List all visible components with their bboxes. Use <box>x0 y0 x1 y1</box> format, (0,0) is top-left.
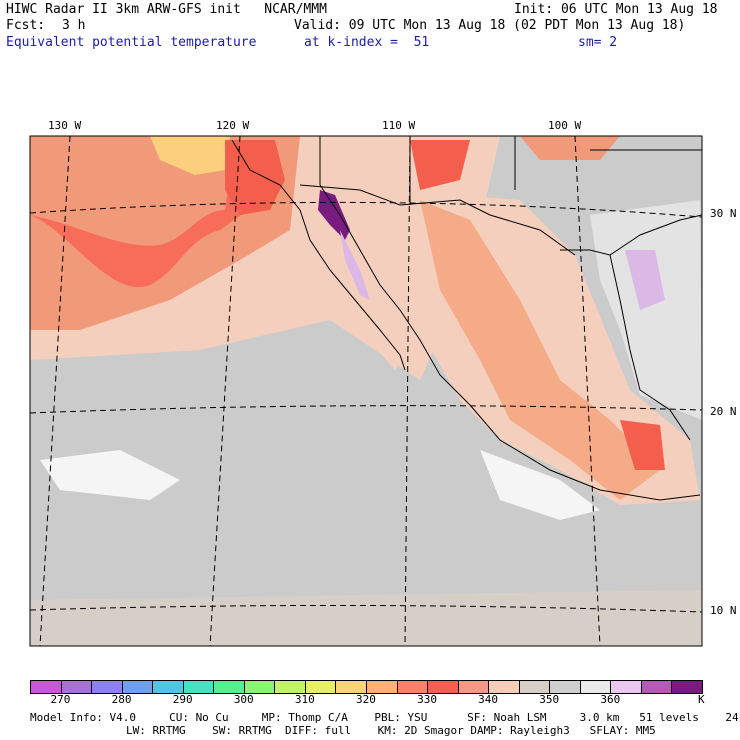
coastline-baja <box>231 139 406 371</box>
lat-label-10n: 10 N <box>710 604 737 617</box>
lon-label-130w: 130 W <box>48 119 82 132</box>
field-name: Equivalent potential temperature <box>6 35 257 50</box>
colorbar-swatch <box>274 680 306 694</box>
colorbar-swatch <box>335 680 367 694</box>
colorbar-swatch <box>488 680 520 694</box>
colorbar-tick-label: 280 <box>111 693 132 706</box>
field-orange-north <box>520 136 620 160</box>
colorbar-swatch <box>152 680 184 694</box>
field-red-north <box>410 140 470 190</box>
colorbar-swatch <box>91 680 123 694</box>
level-index: at k-index = 51 <box>304 35 430 50</box>
field-gulf <box>590 200 702 420</box>
colorbar-swatch <box>671 680 703 694</box>
field-red-south <box>620 420 665 470</box>
lon-label-120w: 120 W <box>216 119 250 132</box>
field-white-west <box>40 450 180 500</box>
colorbar-swatch <box>579 680 612 694</box>
field-lavender-gulf <box>340 230 370 300</box>
lat-label-30n: 30 N <box>710 207 737 220</box>
colorbar-tick-label: 360 <box>600 693 621 706</box>
header-title: HIWC Radar II 3km ARW-GFS init NCAR/MMM <box>6 2 327 17</box>
colorbar-swatch <box>182 680 215 694</box>
colorbar-tick-label: 300 <box>233 693 254 706</box>
colorbar-swatch <box>304 680 337 694</box>
field-gulf-lavender <box>625 250 665 310</box>
lat-label-20n: 20 N <box>710 405 737 418</box>
colorbar-swatch <box>457 680 490 694</box>
colorbar-swatch <box>427 680 459 694</box>
colorbar-tick-label: 270 <box>50 693 71 706</box>
colorbar-swatch <box>30 680 62 694</box>
coastline-mexico <box>319 184 701 501</box>
lon-label-110w: 110 W <box>382 119 416 132</box>
valid-time: Valid: 09 UTC Mon 13 Aug 18 (02 PDT Mon … <box>294 18 686 33</box>
map-frame <box>29 135 703 647</box>
field-highlands <box>420 200 660 500</box>
map-field <box>30 136 702 646</box>
lon-label-100w: 100 W <box>548 119 582 132</box>
colorbar-swatch <box>243 680 276 694</box>
field-south-tan <box>30 590 702 646</box>
colorbar-swatch <box>518 680 551 694</box>
colorbar-swatch <box>121 680 154 694</box>
colorbar-swatch <box>640 680 673 694</box>
colorbar-swatch <box>396 680 429 694</box>
forecast-label: Fcst: <box>6 18 46 33</box>
colorbar-tick-label: 310 <box>294 693 315 706</box>
colorbar-swatch <box>213 680 245 694</box>
field-white-east <box>480 450 600 520</box>
colorbar-tick-label: 320 <box>356 693 376 706</box>
coastline-gulf <box>560 249 691 441</box>
model-info-line2: LW: RRTMG SW: RRTMG DIFF: full KM: 2D Sm… <box>126 724 656 737</box>
colorbar-unit: K <box>698 693 705 706</box>
colorbar-swatch <box>610 680 642 694</box>
smoothing-value: sm= 2 <box>578 35 618 50</box>
colorbar-swatch <box>60 680 93 694</box>
border-us-mexico <box>299 184 576 256</box>
colorbar-tick-label: 340 <box>478 693 499 706</box>
model-info-line1: Model Info: V4.0 CU: No Cu MP: Thomp C/A… <box>30 711 740 724</box>
init-time: Init: 06 UTC Mon 13 Aug 18 <box>514 2 718 17</box>
coastline-texas <box>609 214 702 256</box>
field-ocean-hot <box>30 140 255 288</box>
colorbar-tick-label: 330 <box>417 693 437 706</box>
forecast-hour: 3 h <box>62 18 86 33</box>
field-red-coast <box>225 140 285 215</box>
field-baja <box>295 200 400 370</box>
colorbar-swatch <box>366 680 398 694</box>
field-yellow <box>150 136 230 175</box>
graticule <box>30 136 702 646</box>
field-purple <box>318 190 350 240</box>
colorbar-tick-label: 290 <box>172 693 193 706</box>
colorbar-swatch <box>549 680 581 694</box>
colorbar-tick-label: 350 <box>539 693 560 706</box>
